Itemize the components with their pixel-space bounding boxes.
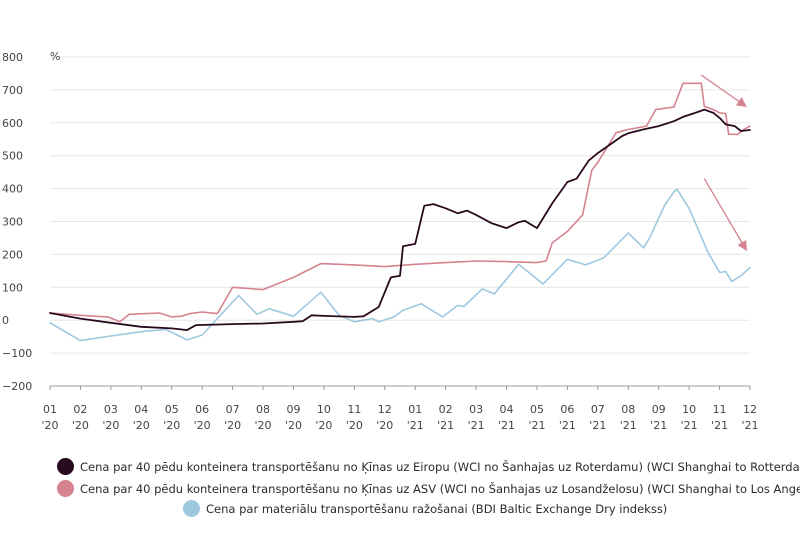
x-tick-label-month: 11 — [713, 403, 727, 416]
x-tick-label-month: 03 — [469, 403, 483, 416]
x-tick-label-month: 01 — [43, 403, 57, 416]
x-tick-label-year: '20 — [41, 419, 58, 432]
x-tick-label-year: '21 — [468, 419, 485, 432]
legend-label-los-angeles: Cena par 40 pēdu konteinera transportēša… — [80, 481, 800, 496]
x-tick-label-year: '21 — [559, 419, 576, 432]
x-tick-label-year: '21 — [589, 419, 606, 432]
x-tick-label-month: 12 — [743, 403, 757, 416]
trend-arrow-shaft — [703, 178, 743, 243]
x-tick-label-year: '20 — [224, 419, 241, 432]
x-tick-label-month: 10 — [682, 403, 696, 416]
x-tick-label-month: 01 — [408, 403, 422, 416]
x-tick-label-month: 11 — [347, 403, 361, 416]
y-tick-label: 100 — [2, 281, 23, 294]
x-tick-label-month: 05 — [530, 403, 544, 416]
legend-item-rotterdam: Cena par 40 pēdu konteinera transportēša… — [57, 458, 800, 475]
x-tick-label-month: 02 — [439, 403, 453, 416]
x-tick-label-month: 06 — [560, 403, 574, 416]
legend-label-bdi: Cena par materiālu transportēšanu ražoša… — [206, 501, 668, 516]
x-tick-label-month: 02 — [73, 403, 87, 416]
x-tick-label-year: '21 — [711, 419, 728, 432]
series-line-los-angeles — [49, 82, 751, 323]
x-tick-label-month: 12 — [378, 403, 392, 416]
x-tick-label-year: '21 — [407, 419, 424, 432]
x-tick-label-month: 10 — [317, 403, 331, 416]
x-axis: 01 '20 02 '20 03 '20 04 '20 05 '20 06 '20 07 '20 08 '20… — [41, 386, 759, 432]
x-tick-label-year: '20 — [72, 419, 89, 432]
x-tick-label-month: 04 — [134, 403, 148, 416]
y-tick-label: 200 — [2, 248, 23, 261]
y-tick-label: 600 — [2, 117, 23, 130]
x-tick-label-year: '21 — [528, 419, 545, 432]
x-tick-label-year: '20 — [102, 419, 119, 432]
x-tick-label-year: '20 — [315, 419, 332, 432]
x-tick-label-month: 07 — [591, 403, 605, 416]
y-tick-label: 800 — [2, 51, 23, 64]
legend-swatch-bdi — [183, 500, 200, 517]
x-tick-label-year: '20 — [376, 419, 393, 432]
series-line-bdi — [49, 188, 751, 342]
y-tick-label: 400 — [2, 183, 23, 196]
x-tick-label-year: '21 — [498, 419, 515, 432]
y-tick-label: −200 — [2, 380, 32, 393]
x-tick-label-month: 04 — [500, 403, 514, 416]
x-tick-label-year: '20 — [163, 419, 180, 432]
legend-swatch-los-angeles — [57, 480, 74, 497]
x-tick-label-year: '20 — [346, 419, 363, 432]
x-tick-label-year: '20 — [255, 419, 272, 432]
y-tick-label: 0 — [2, 314, 9, 327]
gridlines — [50, 56, 750, 387]
x-tick-label-year: '20 — [133, 419, 150, 432]
legend-item-bdi: Cena par materiālu transportēšanu ražoša… — [183, 500, 667, 517]
x-tick-label-year: '20 — [194, 419, 211, 432]
x-tick-label-month: 08 — [621, 403, 635, 416]
x-tick-label-month: 09 — [286, 403, 300, 416]
trend-arrow-head — [737, 239, 747, 252]
trend-arrow-shaft — [700, 74, 740, 102]
trend-arrow-head — [735, 97, 747, 108]
x-tick-label-month: 09 — [652, 403, 666, 416]
y-axis: −200 −100 0 100 200 300 400 500 600 700 800 — [2, 51, 32, 393]
x-tick-label-month: 08 — [256, 403, 270, 416]
x-tick-label-year: '21 — [437, 419, 454, 432]
x-tick-label-month: 03 — [104, 403, 118, 416]
legend-item-los-angeles: Cena par 40 pēdu konteinera transportēša… — [57, 480, 800, 497]
series-lines — [49, 82, 751, 342]
y-tick-label: 300 — [2, 216, 23, 229]
x-tick-label-month: 05 — [165, 403, 179, 416]
trend-arrows — [700, 74, 747, 252]
legend-swatch-rotterdam — [57, 458, 74, 475]
y-tick-label: 700 — [2, 84, 23, 97]
x-tick-label-year: '21 — [650, 419, 667, 432]
x-tick-label-year: '20 — [285, 419, 302, 432]
legend-label-rotterdam: Cena par 40 pēdu konteinera transportēša… — [80, 459, 800, 474]
x-tick-label-month: 06 — [195, 403, 209, 416]
x-tick-label-year: '21 — [620, 419, 637, 432]
y-tick-label: 500 — [2, 150, 23, 163]
y-axis-unit-label: % — [50, 50, 60, 63]
x-tick-label-month: 07 — [226, 403, 240, 416]
x-tick-label-year: '21 — [681, 419, 698, 432]
y-tick-label: −100 — [2, 347, 32, 360]
x-tick-label-year: '21 — [741, 419, 758, 432]
series-line-rotterdam — [49, 108, 751, 331]
